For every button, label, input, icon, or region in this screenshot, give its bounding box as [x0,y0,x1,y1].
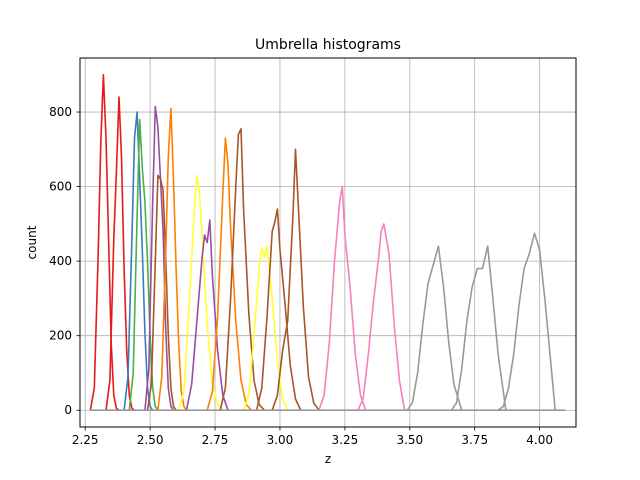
series-line [255,208,302,411]
x-tick-label: 3.00 [267,433,294,447]
series-line [206,137,252,411]
y-tick-label: 600 [49,180,72,194]
series-line [89,74,120,411]
chart-title: Umbrella histograms [255,37,401,53]
series-line [105,96,135,411]
x-tick-label: 2.50 [137,433,164,447]
series-line [318,185,367,411]
series-line [357,223,406,411]
x-tick-label: 2.25 [72,433,99,447]
series-line [128,118,159,411]
x-tick-label: 2.75 [202,433,229,447]
series-line [406,245,463,411]
y-axis-label: count [25,225,39,259]
plot-frame [79,57,577,428]
x-tick-label: 3.75 [461,433,488,447]
series-line [219,128,265,411]
y-tick-label: 200 [49,329,72,343]
series-line [185,219,229,411]
series-line [177,174,224,411]
series-line [271,148,320,411]
y-tick-label: 0 [64,403,72,417]
x-axis-label: z [325,452,331,466]
series-line [123,111,154,411]
y-tick-label: 400 [49,254,72,268]
series-layer [89,74,566,412]
series-line [450,245,507,411]
series-line [497,232,556,411]
x-tick-label: 3.50 [396,433,423,447]
series-line [157,107,188,411]
ticks-layer: 2.25 2.50 2.75 3.00 3.25 3.50 3.75 4.00 0 200 400 6… [49,105,553,447]
x-tick-label: 3.25 [332,433,359,447]
x-tick-label: 4.00 [526,433,553,447]
series-line [146,174,177,411]
y-tick-label: 800 [49,105,72,119]
